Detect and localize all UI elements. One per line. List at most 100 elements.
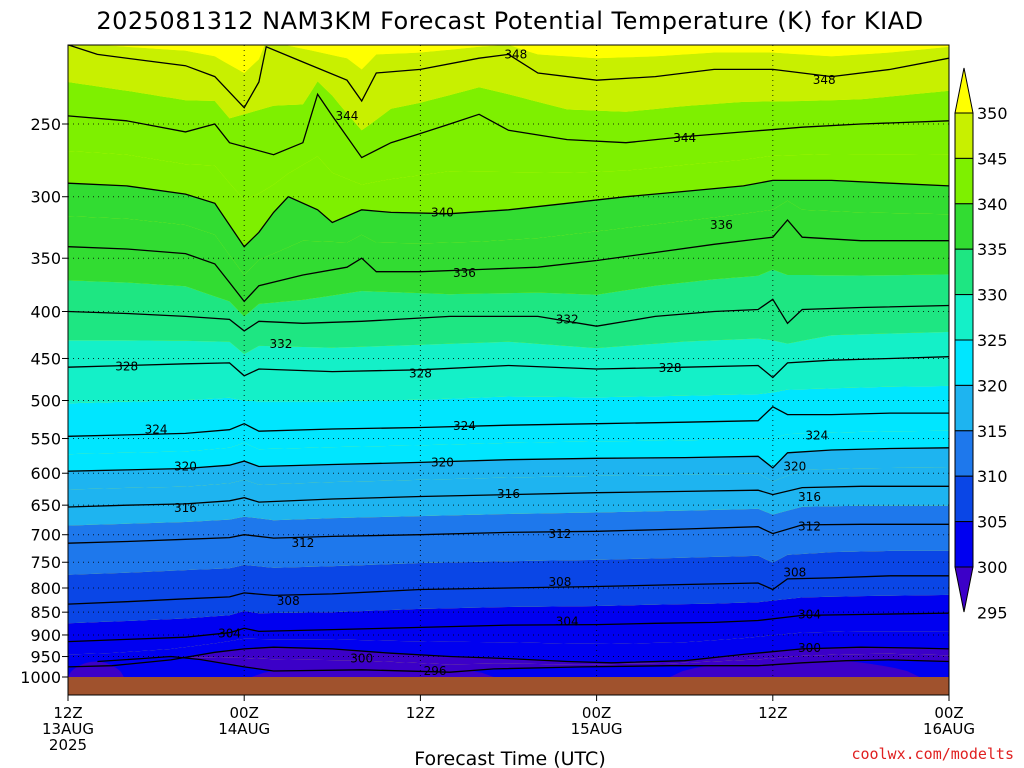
ytick-label-450: 450: [30, 349, 61, 368]
contour-308: [68, 575, 949, 605]
contour-label-332: 332: [269, 337, 292, 351]
xtick-label-36-1: 00Z: [582, 704, 611, 722]
contour-label-304: 304: [798, 608, 821, 622]
contour-316: [68, 485, 949, 508]
ground-surface: [68, 677, 949, 695]
colorbar-tri-bottom: [954, 566, 974, 613]
ytick-label-850: 850: [30, 603, 61, 622]
contour-label-328: 328: [659, 361, 682, 375]
contour-304: [68, 612, 949, 643]
band-314: [68, 486, 949, 526]
colorbar-seg-310: [954, 430, 974, 477]
ytick-label-550: 550: [30, 430, 61, 449]
cold-pool-15aug: [670, 658, 920, 677]
colorbar-seg-305: [954, 475, 974, 523]
colorbar-label-300: 300: [977, 558, 1008, 577]
ytick-label-350: 350: [30, 249, 61, 268]
contour-label-312: 312: [548, 527, 571, 541]
contour-label-340: 340: [431, 205, 454, 219]
band-304: [68, 594, 949, 642]
band-338: [68, 180, 949, 275]
xtick-label-12-2: 14AUG: [218, 720, 270, 738]
colorbar-label-295: 295: [977, 603, 1008, 622]
contour-300: [68, 646, 949, 668]
band-298: [68, 647, 949, 667]
band-322: [68, 406, 949, 455]
ytick-label-300: 300: [30, 188, 61, 207]
contour-label-336: 336: [453, 266, 476, 280]
xtick-label-0-2: 13AUG: [42, 720, 94, 738]
colorbar-label-340: 340: [977, 195, 1008, 214]
band-318: [68, 447, 949, 490]
colorbar-seg-315: [954, 384, 974, 432]
ytick-label-400: 400: [30, 302, 61, 321]
band-320: [68, 430, 949, 472]
pressure-axis: 250 300 350 400 450 500 550 600 650 700 750 800 850 9…: [20, 115, 68, 687]
colorbar-label-315: 315: [977, 422, 1008, 441]
band-340: [68, 151, 949, 247]
colorbar-seg-300: [954, 521, 974, 568]
colorbar-seg-340: [954, 157, 974, 205]
band-350: [68, 45, 949, 73]
contour-label-336: 336: [710, 218, 733, 232]
contour-label-332: 332: [556, 312, 579, 326]
contour-348: [68, 45, 949, 109]
contour-label-324: 324: [805, 429, 828, 443]
band-330: [68, 299, 949, 354]
ytick-label-650: 650: [30, 496, 61, 515]
contour-label-328: 328: [115, 359, 138, 373]
contour-label-344: 344: [336, 109, 359, 123]
xtick-label-0-3: 2025: [49, 736, 87, 754]
colorbar-seg-345: [954, 112, 974, 159]
ytick-label-700: 700: [30, 526, 61, 545]
colorbar-label-310: 310: [977, 467, 1008, 486]
contour-label-316: 316: [497, 487, 520, 501]
contour-label-348: 348: [504, 47, 527, 61]
ytick-label-950: 950: [30, 648, 61, 667]
contour-328: [68, 356, 949, 379]
band-326: [68, 356, 949, 404]
band-300: [68, 631, 949, 667]
colorbar-seg-320: [954, 339, 974, 386]
colorbar: 350 345 340 335 330 325 320 315 310 305 300 295: [954, 67, 1008, 622]
band-332: [68, 269, 949, 331]
contour-label-312: 312: [291, 536, 314, 550]
colorbar-label-330: 330: [977, 286, 1008, 305]
theta-color-bands: [68, 45, 949, 695]
colorbar-label-320: 320: [977, 376, 1008, 395]
contour-label-320: 320: [783, 460, 806, 474]
xtick-label-12-1: 00Z: [230, 704, 259, 722]
xtick-label-0-1: 12Z: [53, 704, 82, 722]
contour-label-300: 300: [798, 641, 821, 655]
band-346: [68, 45, 949, 131]
band-308: [68, 550, 949, 605]
contour-label-312: 312: [798, 520, 821, 534]
contour-label-344: 344: [673, 131, 696, 145]
contour-label-328: 328: [409, 366, 432, 380]
ytick-label-500: 500: [30, 392, 61, 411]
colorbar-label-335: 335: [977, 240, 1008, 259]
ytick-label-600: 600: [30, 464, 61, 483]
colorbar-label-325: 325: [977, 331, 1008, 350]
contour-label-296: 296: [424, 664, 447, 678]
chart-title: 2025081312 NAM3KM Forecast Potential Tem…: [96, 7, 923, 35]
contour-340: [68, 179, 949, 248]
band-344: [68, 81, 949, 158]
contour-336: [68, 218, 949, 303]
band-334: [68, 220, 949, 317]
contour-label-308: 308: [548, 575, 571, 589]
colorbar-label-305: 305: [977, 513, 1008, 532]
colorbar-tri-top: [954, 67, 974, 114]
contour-324: [68, 406, 949, 437]
contour-label-304: 304: [218, 627, 241, 641]
xtick-label-60-2: 16AUG: [923, 720, 975, 738]
xtick-label-24-1: 12Z: [406, 704, 435, 722]
contour-344: [68, 92, 949, 159]
colorbar-label-350: 350: [977, 104, 1008, 123]
contour-label-300: 300: [350, 652, 373, 666]
ytick-label-750: 750: [30, 553, 61, 572]
ytick-label-250: 250: [30, 115, 61, 134]
contour-label-348: 348: [813, 73, 836, 87]
